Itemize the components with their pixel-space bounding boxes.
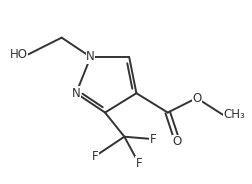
Text: O: O (192, 92, 201, 105)
Text: N: N (72, 87, 80, 100)
Text: N: N (86, 50, 95, 63)
Text: F: F (136, 157, 142, 170)
Text: O: O (173, 135, 182, 148)
Text: HO: HO (10, 48, 28, 61)
Text: CH₃: CH₃ (223, 108, 245, 121)
Text: F: F (150, 133, 156, 146)
Text: F: F (92, 150, 99, 162)
